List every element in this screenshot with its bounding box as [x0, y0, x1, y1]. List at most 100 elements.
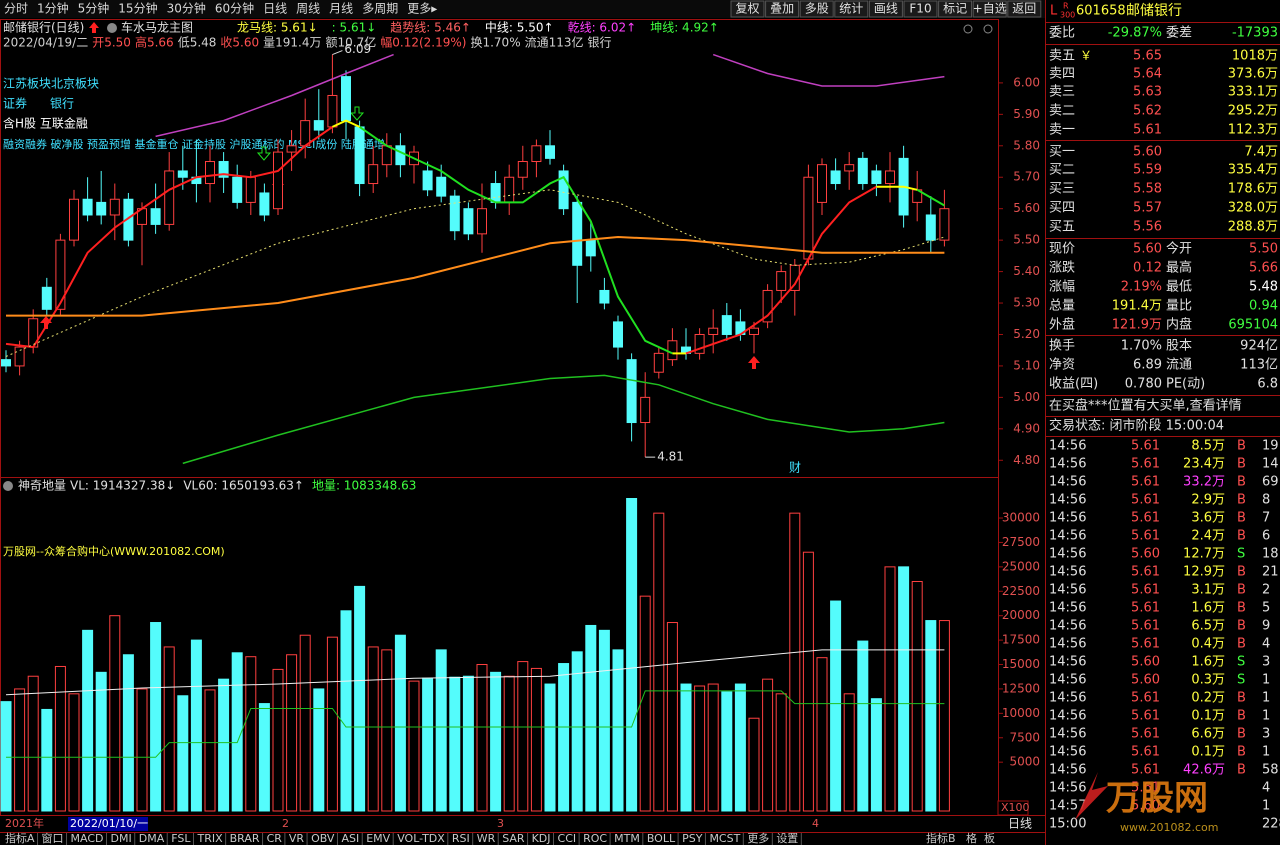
settings-icon[interactable] [963, 24, 973, 34]
indicator-tab[interactable]: 更多 [747, 831, 769, 845]
volume-bar [218, 678, 230, 812]
y-tick-label: 12500 [1002, 681, 1040, 695]
y-tick-label: 5.70 [1013, 170, 1040, 184]
indicator-tab[interactable]: PSY [682, 832, 703, 845]
period-tab[interactable]: 分时 [4, 2, 28, 16]
toolbar-button-bg[interactable] [903, 0, 938, 18]
indicator-tab[interactable]: DMA [139, 832, 165, 845]
toolbar-button-bg[interactable] [765, 0, 800, 18]
period-tab[interactable]: 月线 [329, 2, 353, 16]
toolbar-button-bg[interactable] [799, 0, 834, 18]
trade-volume: 0.3万 [1191, 673, 1225, 688]
trade-time: 14:56 [1049, 493, 1086, 508]
toolbar-button[interactable]: 叠加 [770, 2, 794, 16]
toolbar-button-bg[interactable] [730, 0, 765, 18]
trade-time: 14:56 [1049, 655, 1086, 670]
trade-price: 5.61 [1131, 583, 1160, 598]
indicator-tab[interactable]: 指标B [926, 831, 956, 845]
y-tick-label: 5.60 [1013, 201, 1040, 215]
trade-time: 14:56 [1049, 763, 1086, 778]
indicator-tab[interactable]: BOLL [647, 832, 676, 845]
toolbar-button[interactable]: 画线 [874, 2, 898, 16]
indicator-tab[interactable]: CR [267, 832, 283, 845]
volume-bar [734, 683, 746, 812]
period-tab[interactable]: 多周期 [362, 2, 398, 16]
indicator-tab[interactable]: RSI [452, 832, 470, 845]
trade-count: 8 [1262, 493, 1270, 508]
period-tab[interactable]: 周线 [296, 2, 320, 16]
trade-side: B [1237, 529, 1246, 544]
indicator-tab[interactable]: MTM [614, 832, 640, 845]
toolbar-button-bg[interactable] [972, 0, 1007, 18]
toolbar-button-bg[interactable] [868, 0, 903, 18]
quote-label: 流通 [1166, 358, 1192, 373]
toolbar-button[interactable]: 返回 [1012, 2, 1036, 16]
indicator-tab[interactable]: FSL [171, 832, 191, 845]
toolbar-button-bg[interactable] [938, 0, 973, 18]
indicator-tab[interactable]: VOL-TDX [397, 832, 445, 845]
indicator-tab[interactable]: 板 [984, 831, 995, 845]
toolbar-button[interactable]: 标记 [943, 2, 967, 16]
trade-count: 228 [1262, 817, 1280, 832]
trend-arrow [89, 22, 99, 33]
indicator-tab[interactable]: 设置 [776, 832, 798, 845]
indicator-tab[interactable]: ASI [341, 832, 359, 845]
quote-value: 1.70% [1121, 339, 1162, 354]
book-volume: 178.6万 [1228, 182, 1278, 197]
indicator-tab[interactable]: EMV [366, 832, 390, 845]
indicator-tab[interactable]: KDJ [532, 832, 551, 845]
quote-value: 0.94 [1249, 299, 1278, 314]
period-tab[interactable]: 日线 [263, 2, 287, 16]
toolbar-button[interactable]: 多股 [805, 2, 829, 16]
candle-body [123, 198, 134, 241]
volume-bar [231, 652, 243, 812]
toolbar-button-bg[interactable] [1007, 0, 1042, 18]
indicator-tab[interactable]: SAR [502, 832, 525, 845]
indicator-tab[interactable]: BRAR [230, 832, 260, 845]
period-tab[interactable]: 5分钟 [78, 1, 110, 16]
notice-link[interactable]: 在买盘***位置有大买单,查看详情 [1049, 398, 1242, 414]
period-tab[interactable]: 1分钟 [37, 1, 69, 16]
trade-time: 14:56 [1049, 709, 1086, 724]
toolbar-button-bg[interactable] [834, 0, 869, 18]
indicator-tab[interactable]: ROC [583, 832, 607, 845]
quote-label: 现价 [1049, 242, 1075, 257]
trade-count: 1 [1262, 691, 1270, 706]
trade-price: 5.61 [1131, 493, 1160, 508]
indicator-tab[interactable]: DMI [111, 832, 132, 845]
toolbar-button[interactable]: F10 [909, 2, 931, 16]
trade-volume: 8.5万 [1191, 439, 1225, 454]
quote-label: 委差 [1166, 26, 1192, 41]
quote-label: 净资 [1049, 358, 1075, 373]
candle-body [341, 76, 351, 122]
volume-bar [707, 683, 719, 812]
period-tab[interactable]: 更多▸ [407, 2, 437, 16]
volume-bar [41, 708, 53, 812]
indicator-tab[interactable]: 窗口 [42, 831, 64, 845]
period-tab[interactable]: 15分钟 [118, 1, 157, 16]
toolbar-button[interactable]: 统计 [839, 2, 863, 16]
candle-body [368, 164, 379, 185]
indicator-tab[interactable]: TRIX [196, 832, 223, 845]
toolbar-button[interactable]: 复权 [735, 2, 759, 16]
y-tick-label: 30000 [1002, 511, 1040, 525]
indicator-tab[interactable]: 指标A [5, 831, 35, 845]
indicator-tab[interactable]: CCI [558, 832, 577, 845]
candle-body [273, 151, 283, 210]
indicator-tab[interactable]: VR [289, 832, 305, 845]
candle-body [477, 208, 487, 235]
indicator-tab[interactable]: OBV [311, 832, 335, 845]
indicator-tab[interactable]: MACD [71, 832, 104, 845]
toolbar-button[interactable]: +自选 [973, 2, 1007, 16]
event-marker[interactable]: 财 [789, 461, 801, 475]
indicator-tab[interactable]: MCST [709, 832, 740, 845]
close-icon[interactable] [983, 24, 993, 34]
indicator-tab[interactable]: WR [477, 832, 496, 845]
period-tab[interactable]: 60分钟 [215, 1, 254, 16]
book-price: 5.57 [1133, 201, 1162, 216]
quote-value: 2.19% [1121, 280, 1162, 295]
book-label: 买三 [1049, 182, 1075, 197]
indicator-tab[interactable]: 格 [966, 831, 977, 845]
candle-body [871, 170, 882, 185]
period-tab[interactable]: 30分钟 [167, 1, 206, 16]
